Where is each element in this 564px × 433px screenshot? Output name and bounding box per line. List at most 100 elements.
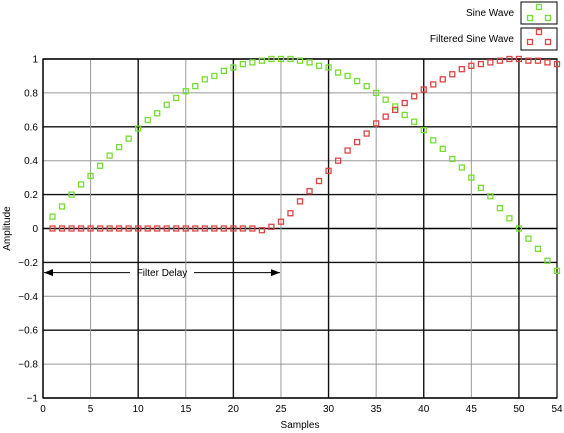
data-point — [306, 59, 313, 66]
data-point — [220, 225, 228, 232]
data-point — [411, 118, 418, 125]
data-point — [439, 76, 446, 83]
y-axis-title: Amplitude — [2, 206, 13, 251]
data-point — [372, 89, 380, 97]
data-point — [277, 218, 285, 225]
data-point — [154, 225, 161, 232]
data-point — [249, 225, 256, 232]
data-point — [125, 135, 132, 142]
data-point — [544, 257, 551, 264]
data-point — [392, 106, 399, 113]
tick-labels: −1−0.8−0.6−0.4−0.200.20.40.60.810 5 10 15 20… — [18, 55, 563, 416]
data-point — [192, 225, 199, 232]
data-point — [496, 205, 504, 212]
data-point — [449, 71, 456, 78]
data-point — [468, 174, 475, 181]
arrowhead-left — [44, 269, 53, 277]
data-point — [268, 55, 275, 63]
data-point — [68, 225, 75, 232]
filter-delay-annotation: Filter Delay — [44, 268, 280, 279]
data-point — [154, 110, 161, 117]
data-point — [363, 82, 370, 90]
data-point — [487, 193, 494, 200]
data-point — [544, 59, 551, 66]
data-point — [135, 225, 142, 232]
data-point — [525, 235, 532, 242]
data-point — [458, 66, 465, 73]
arrowhead-right — [270, 269, 280, 277]
data-point — [506, 55, 513, 63]
x-tick-label: 50 — [513, 404, 525, 415]
data-point — [477, 184, 485, 191]
data-point — [315, 177, 323, 185]
data-point — [306, 188, 313, 195]
x-tick-label: 54 — [551, 404, 563, 415]
legend: Sine Wave Filtered Sine Wave — [430, 1, 558, 51]
y-tick-label: −0.4 — [18, 292, 38, 303]
data-point — [182, 88, 189, 95]
data-point — [353, 77, 361, 85]
series-filtered-sine-wave — [49, 55, 561, 234]
x-tick-label: 15 — [180, 404, 192, 415]
data-point — [325, 64, 332, 71]
y-tick-label: −0.8 — [18, 360, 38, 371]
y-tick-label: −1 — [27, 394, 39, 405]
data-point — [506, 215, 513, 222]
data-point — [239, 60, 247, 68]
data-point — [115, 143, 123, 151]
y-tick-label: 0.6 — [24, 122, 38, 133]
data-point — [344, 72, 351, 80]
y-tick-label: −0.6 — [18, 326, 38, 337]
data-point — [325, 167, 332, 175]
data-point — [258, 227, 266, 234]
data-point — [125, 225, 132, 232]
data-point — [58, 203, 66, 210]
x-tick-label: 40 — [418, 404, 430, 415]
plot-border — [42, 58, 558, 399]
data-point — [525, 57, 532, 64]
legend-swatch-box — [520, 27, 558, 51]
x-tick-label: 10 — [133, 404, 145, 415]
legend-marker — [535, 3, 543, 11]
x-tick-label: 5 — [88, 404, 94, 415]
data-point — [77, 225, 85, 232]
data-point — [144, 116, 151, 124]
data-point — [287, 210, 294, 217]
data-point — [287, 55, 294, 63]
data-point — [496, 57, 504, 64]
series-sine-wave — [49, 55, 561, 275]
data-point — [106, 152, 113, 159]
data-point — [468, 62, 475, 69]
x-tick-label: 25 — [275, 404, 287, 415]
data-point — [211, 225, 218, 232]
legend-marker — [544, 38, 552, 46]
data-point — [220, 67, 228, 75]
data-point — [87, 172, 94, 180]
data-point — [77, 181, 85, 188]
data-point — [96, 162, 104, 169]
data-point — [230, 64, 237, 71]
data-point — [477, 60, 485, 68]
data-point — [173, 94, 180, 102]
data-point — [201, 225, 208, 232]
data-point — [268, 223, 275, 230]
data-point — [420, 127, 427, 134]
grid — [42, 58, 558, 399]
data-point — [430, 137, 437, 144]
data-point — [192, 82, 199, 90]
data-point — [334, 157, 342, 164]
data-point — [553, 60, 561, 68]
y-tick-label: 0.8 — [24, 88, 38, 99]
y-tick-label: 0.4 — [24, 156, 38, 167]
data-point — [135, 125, 142, 132]
data-point — [401, 111, 408, 119]
data-point — [553, 267, 561, 275]
data-point — [401, 99, 408, 107]
x-tick-label: 45 — [466, 404, 478, 415]
legend-marker — [526, 14, 534, 22]
x-axis-title: Samples — [281, 420, 320, 431]
data-point — [392, 103, 399, 110]
data-point — [173, 225, 180, 232]
data-point — [382, 113, 389, 120]
